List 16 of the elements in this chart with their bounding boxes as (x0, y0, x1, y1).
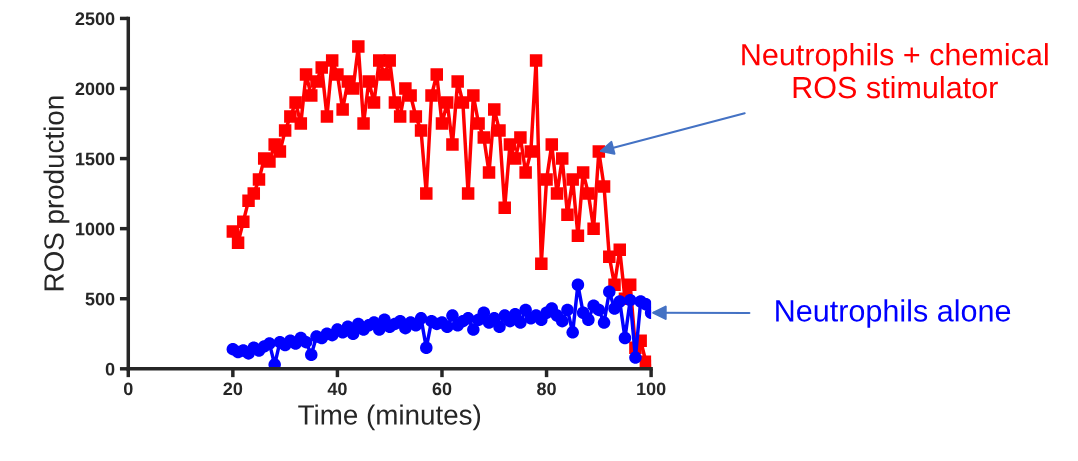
x-tick-label: 20 (223, 382, 243, 396)
x-tick-label: 40 (327, 382, 347, 396)
x-tick-label: 60 (432, 382, 452, 396)
y-tick-label: 500 (85, 292, 115, 306)
annotation: Neutrophils + chemical ROS stimulator (742, 43, 1048, 99)
y-tick-label: 0 (105, 362, 115, 376)
x-axis-title: Time (minutes) (298, 404, 481, 431)
y-tick-label: 1500 (76, 152, 115, 166)
x-tick-label: 0 (123, 382, 133, 396)
y-tick-label: 2500 (75, 12, 115, 26)
x-tick-label: 80 (537, 382, 556, 396)
y-tick-label: 2000 (75, 82, 115, 96)
y-tick-label: 1000 (76, 222, 115, 236)
annotation: Neutrophils alone (776, 299, 1011, 328)
y-axis-title: ROS production (43, 96, 70, 291)
x-tick-label: 100 (637, 382, 666, 396)
